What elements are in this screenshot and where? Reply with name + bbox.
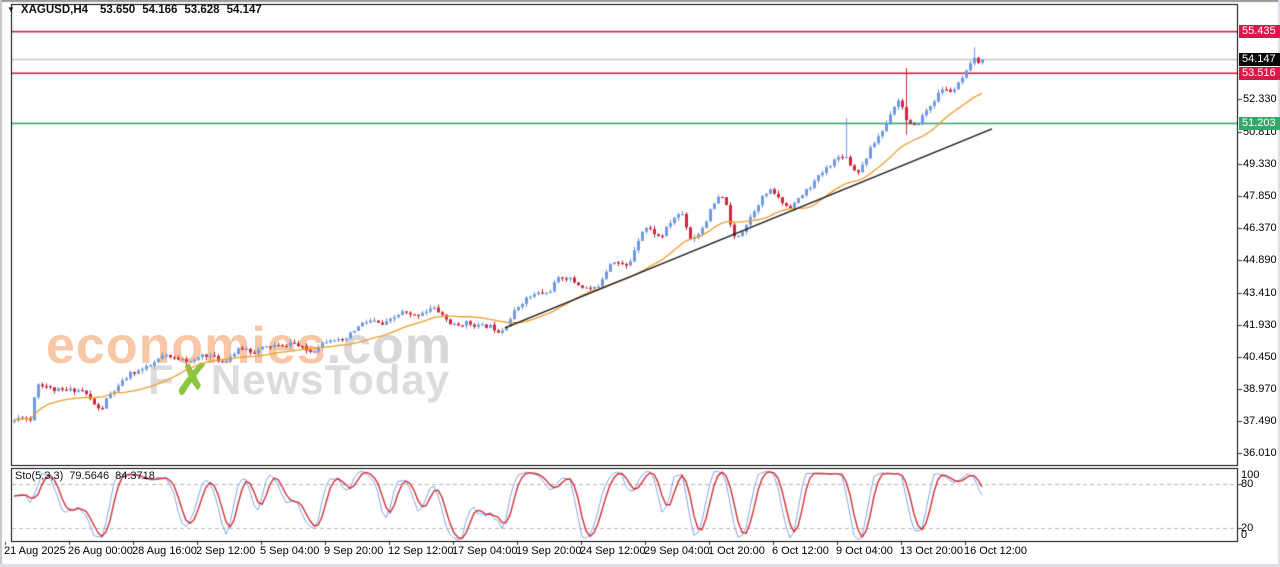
date-label: 16 Oct 12:00: [964, 545, 1027, 557]
date-label: 6 Oct 12:00: [772, 545, 829, 557]
sto-level-label: 20: [1241, 521, 1254, 534]
quote-high: 54.166: [142, 4, 178, 16]
indicator-main-value: 79.5646: [69, 470, 110, 482]
price-badge-resistance-level: 55.435: [1239, 25, 1280, 39]
indicator-signal-value: 84.3718: [115, 470, 155, 482]
indicator-label: Sto(5,3,3) 79.5646 84.3718: [15, 470, 155, 482]
date-label: 19 Sep 20:00: [516, 545, 582, 557]
sto-level-label: 80: [1241, 477, 1254, 490]
price-tick-label: 38.970: [1243, 382, 1277, 395]
date-label: 26 Aug 00:00: [68, 545, 133, 557]
date-label: 17 Sep 04:00: [452, 545, 518, 557]
date-label: 2 Sep 12:00: [196, 545, 256, 557]
price-tick-label: 44.890: [1243, 254, 1277, 267]
price-badge-resistance-level: 53.516: [1239, 66, 1280, 80]
price-tick-label: 36.010: [1243, 447, 1277, 460]
price-tick-label: 49.330: [1243, 158, 1277, 171]
quote-open: 53.650: [100, 4, 136, 16]
date-label: 1 Oct 20:00: [708, 545, 765, 557]
date-label: 21 Aug 2025: [4, 545, 66, 557]
price-tick-label: 40.450: [1243, 350, 1277, 363]
symbol-dropdown-icon[interactable]: ▼: [7, 4, 15, 14]
date-label: 9 Sep 20:00: [324, 545, 384, 557]
date-label: 13 Oct 20:00: [900, 545, 963, 557]
price-badge-support-level: 51.203: [1239, 116, 1280, 130]
price-badge-current-price: 54.147: [1239, 53, 1280, 67]
price-tick-label: 52.330: [1243, 93, 1277, 105]
indicator-name: Sto(5,3,3): [15, 470, 64, 482]
price-tick-label: 37.490: [1243, 415, 1277, 428]
price-tick-label: 43.410: [1243, 286, 1277, 299]
date-label: 29 Sep 04:00: [644, 545, 710, 557]
date-label: 28 Aug 16:00: [132, 545, 197, 557]
date-label: 12 Sep 12:00: [388, 545, 454, 557]
quote-low: 53.628: [184, 4, 220, 16]
sto-level-label: 100: [1241, 469, 1260, 481]
quote-close: 54.147: [226, 4, 262, 16]
date-label: 9 Oct 04:00: [836, 545, 893, 557]
price-tick-label: 41.930: [1243, 318, 1277, 331]
price-tick-label: 46.370: [1243, 222, 1277, 235]
price-tick-label: 47.850: [1243, 190, 1277, 203]
symbol-header[interactable]: ▼ XAGUSD,H4 53.650 54.166 53.628 54.147: [7, 4, 269, 16]
date-label: 5 Sep 04:00: [260, 545, 320, 557]
sto-level-label: 0: [1241, 529, 1248, 541]
date-label: 24 Sep 12:00: [580, 545, 646, 557]
symbol-label: XAGUSD,H4: [20, 4, 89, 16]
